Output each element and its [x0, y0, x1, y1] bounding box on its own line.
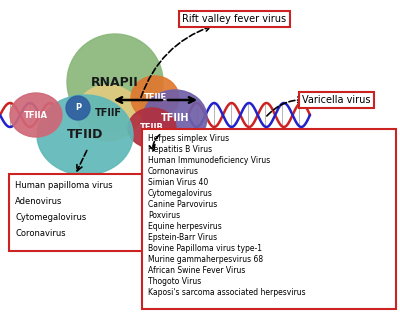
- FancyBboxPatch shape: [9, 174, 156, 251]
- Text: Cytomegalovirus: Cytomegalovirus: [148, 189, 213, 198]
- Text: TFIIB: TFIIB: [140, 124, 164, 132]
- Text: TFIIE: TFIIE: [144, 94, 166, 102]
- Text: P: P: [75, 104, 81, 112]
- Text: Coronavirus: Coronavirus: [15, 229, 66, 238]
- Text: TFIID: TFIID: [67, 129, 103, 142]
- Text: Bovine Papilloma virus type-1: Bovine Papilloma virus type-1: [148, 244, 262, 253]
- Ellipse shape: [128, 108, 176, 148]
- Text: Cornonavirus: Cornonavirus: [148, 167, 199, 176]
- Text: Canine Parvovirus: Canine Parvovirus: [148, 200, 217, 209]
- Text: TFIIF: TFIIF: [94, 108, 122, 118]
- Text: RNAPII: RNAPII: [91, 76, 139, 88]
- Text: Equine herpesvirus: Equine herpesvirus: [148, 222, 222, 231]
- FancyBboxPatch shape: [142, 129, 396, 309]
- Text: African Swine Fever Virus: African Swine Fever Virus: [148, 266, 245, 275]
- Ellipse shape: [10, 93, 62, 137]
- Text: Murine gammaherpesvirus 68: Murine gammaherpesvirus 68: [148, 255, 263, 264]
- Text: Rift valley fever virus: Rift valley fever virus: [182, 14, 286, 24]
- Text: Human papilloma virus: Human papilloma virus: [15, 181, 113, 190]
- Text: TFIIH: TFIIH: [161, 113, 189, 123]
- Text: TFIIA: TFIIA: [24, 111, 48, 119]
- Text: Thogoto Virus: Thogoto Virus: [148, 277, 201, 286]
- Ellipse shape: [143, 90, 207, 146]
- Ellipse shape: [67, 34, 163, 130]
- Ellipse shape: [66, 96, 90, 120]
- Ellipse shape: [76, 85, 140, 141]
- Ellipse shape: [37, 95, 133, 175]
- Text: Human Immunodeficiency Virus: Human Immunodeficiency Virus: [148, 156, 270, 165]
- Text: Epstein-Barr Virus: Epstein-Barr Virus: [148, 233, 217, 242]
- Text: Adenovirus: Adenovirus: [15, 197, 62, 206]
- Text: Kaposi's sarcoma associated herpesvirus: Kaposi's sarcoma associated herpesvirus: [148, 288, 306, 297]
- Ellipse shape: [131, 76, 179, 120]
- Text: Simian Virus 40: Simian Virus 40: [148, 178, 208, 187]
- Text: Varicella virus: Varicella virus: [302, 95, 370, 105]
- Text: Poxvirus: Poxvirus: [148, 211, 180, 220]
- Text: Hepatitis B Virus: Hepatitis B Virus: [148, 145, 212, 154]
- Text: Cytomegalovirus: Cytomegalovirus: [15, 213, 86, 222]
- Text: Herpes simplex Virus: Herpes simplex Virus: [148, 134, 229, 143]
